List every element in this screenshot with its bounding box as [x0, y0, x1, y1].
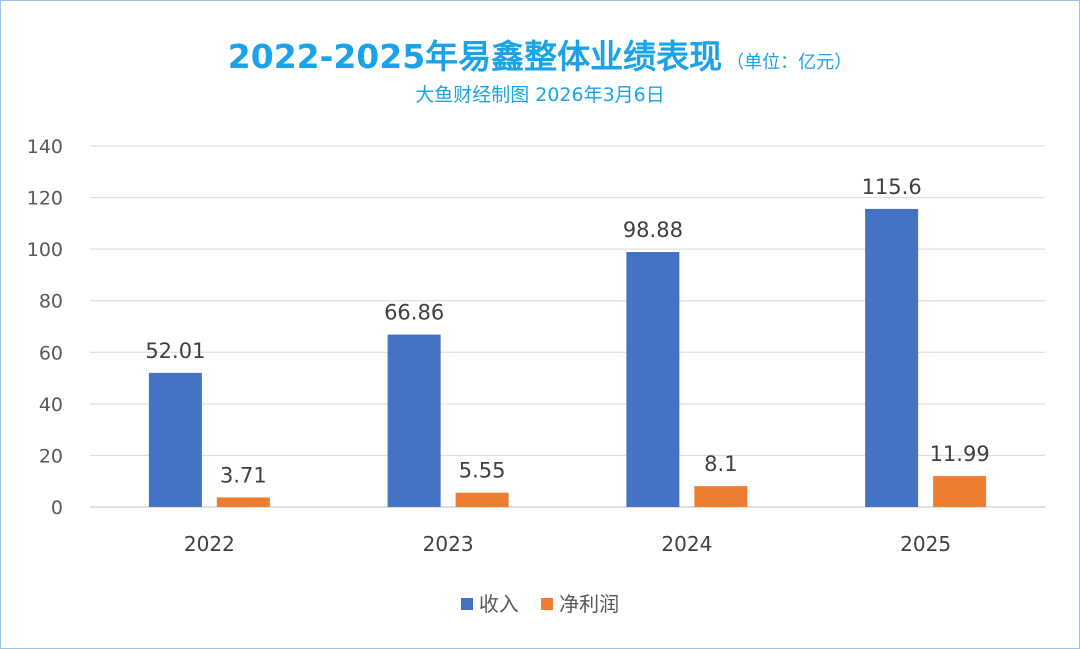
data-label: 66.86: [384, 301, 444, 325]
legend-swatch-revenue: [460, 597, 473, 610]
y-tick-label: 80: [39, 291, 63, 313]
data-label: 5.55: [459, 459, 506, 483]
data-label: 52.01: [145, 339, 205, 363]
y-tick-label: 60: [39, 342, 63, 364]
legend-label-net-profit: 净利润: [559, 592, 620, 616]
y-tick-label: 40: [39, 394, 63, 416]
legend-item-revenue: 收入: [460, 588, 519, 617]
bar-revenue: [865, 208, 919, 507]
data-label: 11.99: [930, 442, 990, 466]
bar-net-profit: [933, 476, 987, 507]
bar-net-profit: [694, 486, 748, 507]
bar-revenue: [387, 334, 441, 507]
y-tick-label: 20: [39, 445, 63, 467]
bar-revenue: [626, 252, 680, 507]
y-tick-label: 120: [27, 188, 63, 210]
chart-legend: 收入 净利润: [0, 588, 1080, 617]
chart-title-unit: （单位：亿元）: [726, 52, 853, 73]
bar-net-profit: [455, 492, 509, 507]
x-tick-label: 2022: [184, 532, 235, 556]
chart-title-main: 2022-2025年易鑫整体业绩表现: [227, 37, 723, 76]
y-tick-label: 0: [51, 497, 63, 519]
data-label: 8.1: [704, 452, 737, 476]
data-label: 115.6: [862, 175, 922, 199]
x-tick-label: 2025: [900, 532, 951, 556]
bar-revenue: [148, 372, 202, 507]
x-tick-label: 2024: [661, 532, 712, 556]
legend-swatch-net-profit: [541, 597, 554, 610]
y-tick-label: 100: [27, 239, 63, 261]
legend-item-net-profit: 净利润: [541, 588, 619, 617]
x-tick-label: 2023: [423, 532, 474, 556]
chart-subtitle: 大鱼财经制图 2026年3月6日: [415, 84, 665, 106]
legend-label-revenue: 收入: [478, 592, 519, 616]
chart-title: 2022-2025年易鑫整体业绩表现 （单位：亿元）: [0, 30, 1080, 78]
data-label: 98.88: [623, 218, 683, 242]
y-tick-label: 140: [27, 136, 63, 158]
bar-net-profit: [216, 497, 270, 507]
data-label: 3.71: [220, 463, 267, 487]
